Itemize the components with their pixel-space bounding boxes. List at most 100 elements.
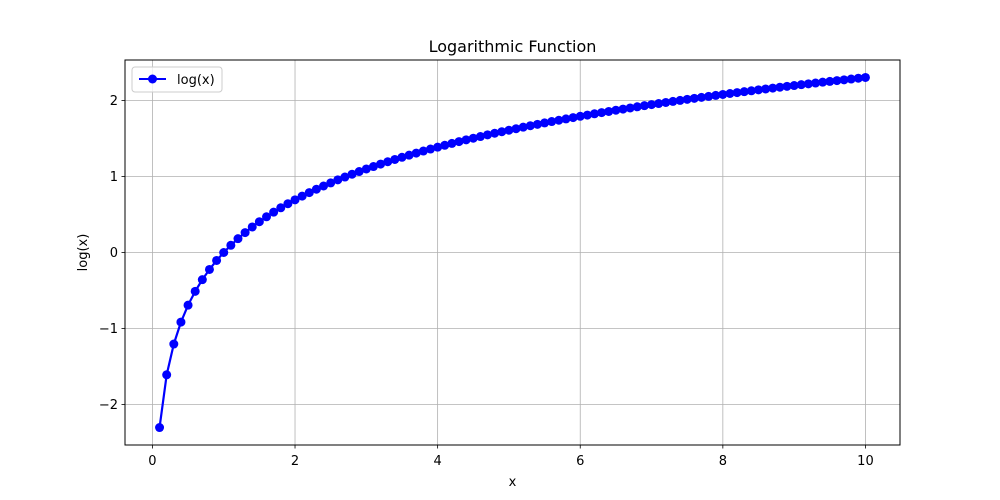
data-point bbox=[475, 132, 485, 142]
data-point bbox=[347, 169, 357, 179]
data-point bbox=[568, 113, 578, 123]
data-point bbox=[739, 87, 749, 97]
x-tick-label: 2 bbox=[291, 454, 299, 469]
data-point bbox=[532, 119, 542, 129]
data-point bbox=[525, 121, 535, 131]
data-point bbox=[647, 100, 657, 110]
x-tick-label: 0 bbox=[148, 454, 156, 469]
data-point bbox=[319, 181, 329, 191]
data-point bbox=[540, 118, 550, 128]
series-layer bbox=[155, 72, 870, 433]
data-point bbox=[803, 79, 813, 89]
data-point bbox=[689, 93, 699, 103]
data-point bbox=[162, 370, 172, 380]
data-point bbox=[654, 99, 664, 109]
data-point bbox=[361, 164, 371, 174]
data-point bbox=[483, 130, 493, 140]
data-point bbox=[290, 195, 300, 205]
y-tick-label: −2 bbox=[99, 398, 118, 413]
data-point bbox=[404, 150, 414, 160]
data-point bbox=[860, 72, 870, 82]
data-point bbox=[155, 423, 165, 433]
data-point bbox=[304, 188, 314, 198]
data-point bbox=[468, 133, 478, 143]
legend-box bbox=[131, 66, 223, 93]
data-point bbox=[696, 92, 706, 102]
data-point bbox=[668, 96, 678, 106]
data-point bbox=[190, 286, 200, 296]
data-point bbox=[618, 104, 628, 114]
data-point bbox=[490, 128, 500, 138]
data-point bbox=[818, 77, 828, 87]
data-point bbox=[768, 83, 778, 93]
x-axis-label: x bbox=[509, 475, 517, 490]
data-point bbox=[704, 91, 714, 101]
data-point bbox=[376, 159, 386, 169]
data-point bbox=[390, 154, 400, 164]
data-point bbox=[775, 82, 785, 92]
data-point bbox=[254, 217, 264, 227]
data-point bbox=[440, 140, 450, 150]
data-point bbox=[326, 178, 336, 188]
data-point bbox=[725, 89, 735, 99]
data-point bbox=[247, 222, 257, 232]
y-tick-label: −1 bbox=[99, 322, 118, 337]
x-tick-label: 8 bbox=[719, 454, 727, 469]
data-point bbox=[753, 85, 763, 95]
data-point bbox=[639, 101, 649, 111]
ticks: 0 2 4 6 8 10 −2 −1 0 1 2 bbox=[99, 94, 874, 469]
data-point bbox=[718, 89, 728, 99]
data-point bbox=[839, 75, 849, 85]
data-point bbox=[269, 207, 279, 217]
data-point bbox=[333, 175, 343, 185]
grid bbox=[125, 60, 900, 445]
data-point bbox=[632, 102, 642, 112]
data-point bbox=[368, 162, 378, 172]
data-point bbox=[197, 275, 207, 285]
chart-title: Logarithmic Function bbox=[429, 37, 597, 56]
data-point bbox=[311, 184, 321, 194]
data-point bbox=[219, 248, 229, 257]
data-point bbox=[561, 114, 571, 124]
data-point bbox=[511, 124, 521, 134]
x-tick-label: 10 bbox=[857, 454, 874, 469]
data-point bbox=[811, 78, 821, 88]
data-point bbox=[504, 125, 514, 135]
y-tick-label: 2 bbox=[110, 94, 118, 109]
data-point bbox=[240, 228, 250, 238]
data-point bbox=[497, 127, 507, 137]
data-point bbox=[547, 117, 557, 127]
data-point bbox=[297, 191, 307, 201]
data-point bbox=[575, 111, 585, 121]
data-point bbox=[682, 94, 692, 104]
data-point bbox=[233, 234, 243, 244]
data-point bbox=[746, 86, 756, 96]
y-tick-label: 0 bbox=[110, 246, 118, 261]
data-point bbox=[340, 172, 350, 182]
y-tick-label: 1 bbox=[110, 170, 118, 185]
data-point bbox=[597, 108, 607, 118]
legend-marker-swatch bbox=[148, 74, 157, 84]
x-tick-label: 4 bbox=[433, 454, 441, 469]
data-point bbox=[761, 84, 771, 94]
x-tick-label: 6 bbox=[576, 454, 584, 469]
data-point bbox=[169, 339, 179, 349]
data-point bbox=[433, 142, 443, 152]
data-point bbox=[732, 88, 742, 98]
data-point bbox=[461, 135, 471, 145]
data-point bbox=[796, 80, 806, 90]
legend-label: log(x) bbox=[177, 73, 215, 88]
data-point bbox=[518, 122, 528, 132]
data-point bbox=[354, 167, 364, 177]
data-point bbox=[711, 90, 721, 100]
data-point bbox=[589, 109, 599, 119]
data-point bbox=[226, 240, 236, 250]
data-point bbox=[283, 199, 293, 209]
data-point bbox=[604, 106, 614, 116]
data-point bbox=[825, 76, 835, 86]
data-point bbox=[853, 73, 863, 83]
data-point bbox=[183, 300, 193, 310]
data-point bbox=[276, 203, 286, 213]
data-point bbox=[426, 144, 436, 154]
